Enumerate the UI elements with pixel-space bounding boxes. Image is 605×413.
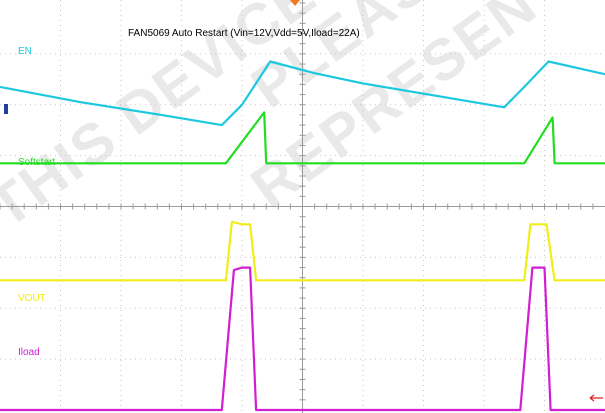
series-line-softstart bbox=[0, 111, 605, 165]
channel-labels: EN Softstart VOUT Iload bbox=[18, 46, 55, 358]
series-line-iload bbox=[0, 266, 605, 412]
series-label-softstart: Softstart bbox=[18, 157, 55, 168]
traces bbox=[0, 60, 605, 412]
channel-ground-marker bbox=[4, 104, 8, 114]
trigger-marker bbox=[290, 0, 300, 6]
series-label-vout: VOUT bbox=[18, 293, 46, 304]
scope-markers bbox=[4, 0, 603, 402]
series-line-en bbox=[0, 60, 605, 127]
arrow-left-icon bbox=[589, 394, 603, 402]
series-label-en: EN bbox=[18, 46, 32, 57]
series-label-iload: Iload bbox=[18, 347, 40, 358]
series-line-vout bbox=[0, 220, 605, 282]
chart-title: FAN5069 Auto Restart (Vin=12V,Vdd=5V,Ilo… bbox=[128, 28, 360, 39]
